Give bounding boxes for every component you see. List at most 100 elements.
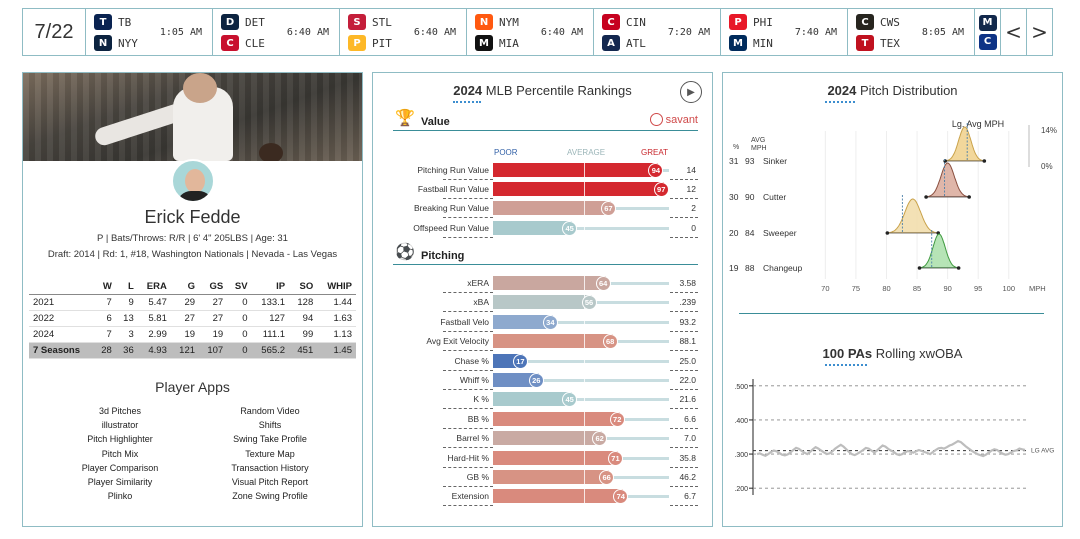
next-games-button[interactable]: > (1027, 8, 1053, 56)
percentile-row[interactable]: Fastball Velo 34 93.2 (393, 314, 698, 332)
game-tile[interactable]: S STL P PIT 6:40 AM (340, 8, 467, 56)
savant-link[interactable]: savant (649, 113, 698, 126)
stats-cell: 28 (93, 342, 116, 359)
stats-cell: 1.45 (317, 342, 356, 359)
value-divider (670, 408, 698, 410)
game-tile[interactable]: C CIN A ATL 7:20 AM (594, 8, 721, 56)
average-marker (584, 411, 585, 426)
percentile-row[interactable]: Pitching Run Value 94 14 (393, 163, 698, 180)
player-app-link[interactable]: 3d Pitches (98, 406, 142, 416)
stats-header-cell[interactable]: L (115, 279, 138, 295)
stats-header-cell[interactable]: ERA (137, 279, 171, 295)
row-divider (443, 408, 493, 410)
home-team-logo-icon: A (602, 35, 620, 51)
home-team-abbr: ATL (626, 36, 646, 50)
metric-name: Fastball Run Value (417, 184, 489, 195)
player-app-link[interactable]: Pitch Highlighter (87, 434, 153, 445)
game-tile[interactable]: T TB N NYY 1:05 AM (86, 8, 213, 56)
percentile-row[interactable]: Barrel % 62 7.0 (393, 431, 698, 449)
pitch-density-curve (919, 233, 959, 269)
pitch-type-name: Cutter (763, 192, 786, 202)
metric-value: 12 (686, 184, 696, 195)
baseball-icon (649, 113, 663, 126)
x-tick-label: 90 (943, 284, 951, 293)
away-team-row: P PHI (729, 13, 773, 31)
game-tile[interactable]: P PHI M MIN 7:40 AM (721, 8, 848, 56)
home-team-logo-icon: P (348, 35, 366, 51)
home-team-logo-icon: M (475, 35, 493, 51)
stats-cell: 111.1 (251, 326, 290, 343)
stats-cell: 107 (199, 342, 228, 359)
cubs-logo-icon: C (978, 33, 997, 50)
player-app-link[interactable]: Texture Map (245, 448, 295, 459)
stats-header-cell[interactable]: W (93, 279, 116, 295)
player-app-link[interactable]: Player Comparison (81, 462, 159, 473)
row-divider (443, 179, 493, 180)
value-divider (670, 350, 698, 352)
game-tile[interactable]: N NYM M MIA 6:40 AM (467, 8, 594, 56)
away-team-logo-icon: C (856, 14, 874, 30)
metric-value: 25.0 (679, 355, 696, 366)
player-app-link[interactable]: Transaction History (231, 462, 309, 473)
pitch-dist-title-text: Pitch Distribution (860, 83, 958, 98)
percentile-row[interactable]: Hard-Hit % 71 35.8 (393, 450, 698, 468)
percentile-row[interactable]: BB % 72 6.6 (393, 411, 698, 429)
stats-header-cell[interactable] (29, 279, 94, 295)
percentile-title-year: 2024 (453, 83, 483, 98)
percentile-track (493, 398, 669, 402)
stats-header-cell[interactable]: SO (289, 279, 318, 295)
percentile-row[interactable]: Offspeed Run Value 45 0 (393, 220, 698, 238)
row-divider (443, 292, 493, 293)
away-team-logo-icon: P (729, 14, 747, 30)
game-tile[interactable]: D DET C CLE 6:40 AM (213, 8, 340, 56)
value-divider (670, 292, 698, 293)
player-app-link[interactable]: Shifts (258, 420, 282, 431)
play-animation-button[interactable]: ▶ (680, 81, 702, 103)
game-tile[interactable]: C CWS T TEX 8:05 AM (848, 8, 975, 56)
density-end-dot (943, 159, 947, 163)
player-app-link[interactable]: Swing Take Profile (233, 434, 307, 445)
player-app-link[interactable]: Player Similarity (87, 476, 153, 487)
player-app-link[interactable]: illustrator (101, 420, 139, 431)
panel-divider (739, 313, 1044, 314)
stats-header-cell[interactable]: IP (251, 279, 290, 295)
percentile-bubble: 64 (595, 276, 611, 291)
away-team-abbr: DET (245, 15, 265, 29)
extra-team-logos[interactable]: M C (975, 8, 1001, 56)
density-end-dot (956, 266, 961, 270)
stats-header-cell[interactable]: GS (199, 279, 228, 295)
percentile-row[interactable]: xERA 64 3.58 (393, 276, 698, 293)
percentile-row[interactable]: Whiff % 26 22.0 (393, 373, 698, 390)
stats-cell: 1.13 (317, 326, 356, 343)
percentile-row[interactable]: GB % 66 46.2 (393, 470, 698, 487)
schedule-date[interactable]: 7/22 (22, 8, 86, 56)
prev-games-button[interactable]: < (1001, 8, 1027, 56)
stats-header-cell[interactable]: WHIP (317, 279, 356, 295)
value-divider (670, 466, 698, 468)
rolling-xwoba-chart: .500 .400 .300 .200 LG AVG (734, 379, 1054, 495)
stats-row: 7 Seasons 28 36 4.93 121 107 0 565.2 451 1.45 (29, 342, 356, 359)
percentile-row[interactable]: Breaking Run Value 67 2 (393, 201, 698, 219)
percentile-bar (493, 276, 606, 290)
rolling-title-count: 100 PAs (822, 346, 873, 361)
percentile-row[interactable]: Extension 74 6.7 (393, 489, 698, 507)
player-app-link[interactable]: Zone Swing Profile (232, 491, 308, 502)
home-team-row: C CLE (221, 34, 265, 52)
stats-header-cell[interactable]: G (170, 279, 200, 295)
percentile-bubble: 72 (609, 411, 625, 427)
pitch-avg-velo: 88 (745, 263, 755, 273)
metric-value: 93.2 (679, 316, 696, 327)
density-end-dot (982, 159, 987, 163)
percentile-row[interactable]: K % 45 21.6 (393, 392, 698, 410)
percentile-track (493, 226, 669, 230)
player-app-link[interactable]: Random Video (240, 406, 300, 416)
percentile-row[interactable]: Fastball Run Value 97 12 (393, 182, 698, 200)
percentile-row[interactable]: Chase % 17 25.0 (393, 353, 698, 371)
player-app-link[interactable]: Pitch Mix (101, 448, 139, 459)
stats-header-cell[interactable]: SV (227, 279, 252, 295)
percentile-row[interactable]: xBA 56 .239 (393, 295, 698, 313)
metric-name: K % (473, 394, 489, 405)
percentile-row[interactable]: Avg Exit Velocity 68 88.1 (393, 334, 698, 352)
player-app-link[interactable]: Visual Pitch Report (231, 476, 309, 487)
player-app-link[interactable]: Plinko (107, 491, 133, 502)
